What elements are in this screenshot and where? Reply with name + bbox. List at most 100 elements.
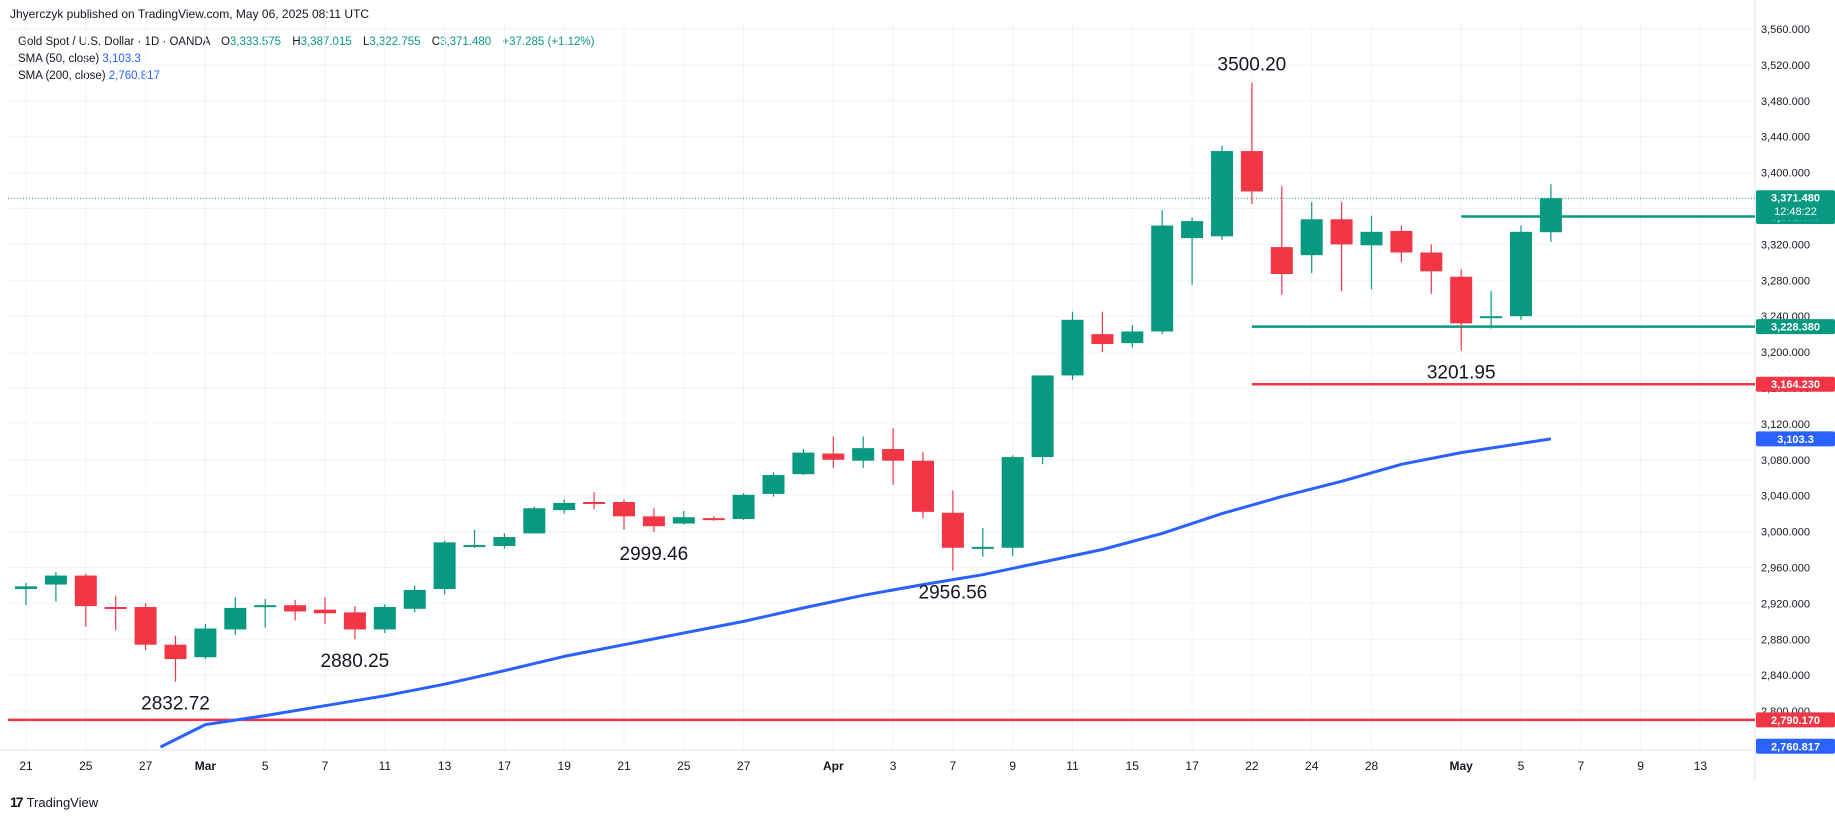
price-axis-tags: 3,351.0803,228.3803,164.2302,790.1703,37…: [1756, 190, 1835, 754]
candle-body: [1539, 198, 1562, 233]
price-tick-label: 3,480.000: [1761, 96, 1810, 108]
candle: [672, 510, 695, 525]
price-tick-label: 3,560.000: [1761, 24, 1810, 36]
candle: [583, 492, 606, 510]
publisher-line: Jhyerczyk published on TradingView.com, …: [10, 7, 370, 21]
price-tag-label: 3,164.230: [1771, 379, 1820, 391]
candle-body: [134, 606, 157, 645]
candle: [1061, 311, 1084, 380]
time-tick-label: 24: [1305, 759, 1319, 773]
time-tick-label: 9: [1009, 759, 1016, 773]
close-value: 3,371.480: [440, 36, 492, 48]
price-tick-label: 2,920.000: [1761, 598, 1810, 610]
candle-body: [1061, 319, 1084, 376]
price-tick-label: 3,400.000: [1761, 168, 1810, 180]
sma50-label[interactable]: SMA (50, close): [18, 53, 100, 65]
candle: [1390, 225, 1413, 263]
price-tick-label: 2,960.000: [1761, 563, 1810, 575]
time-tick-label: 25: [677, 759, 691, 773]
price-tick-label: 3,080.000: [1761, 455, 1810, 467]
candle-body: [642, 516, 665, 527]
time-tick-label: 21: [617, 759, 631, 773]
price-tick-label: 3,440.000: [1761, 132, 1810, 144]
time-tick-label: 13: [1694, 759, 1708, 773]
price-tag-bg: [1756, 738, 1835, 754]
candle-body: [1360, 231, 1383, 246]
candle: [164, 635, 187, 682]
candle-body: [1211, 151, 1233, 237]
time-tick-label: 27: [139, 759, 153, 773]
time-tick-label: 15: [1126, 759, 1140, 773]
price-tag-label: 3,103.3: [1777, 434, 1814, 446]
candle-body: [1330, 219, 1353, 245]
candle: [613, 499, 635, 530]
price-tick-label: 3,280.000: [1761, 275, 1810, 287]
candle: [343, 606, 366, 640]
price-tag: 3,228.380: [1756, 319, 1835, 335]
candle: [1091, 311, 1114, 353]
candle: [1539, 184, 1562, 242]
candle: [702, 516, 725, 521]
candle-body: [1510, 231, 1532, 317]
price-tag-bg: [1756, 431, 1835, 447]
candle: [1270, 186, 1293, 295]
candle: [44, 571, 67, 602]
time-tick-label: 9: [1637, 759, 1644, 773]
candle: [822, 436, 845, 468]
candle: [523, 506, 546, 534]
time-tick-label: 11: [1066, 759, 1079, 773]
candle: [403, 585, 426, 613]
time-tick-label: 3: [890, 759, 897, 773]
candle-body: [74, 575, 97, 607]
price-annotation: 2999.46: [620, 544, 689, 565]
tradingview-brand[interactable]: 17 TradingView: [10, 794, 98, 810]
candle-body: [194, 628, 217, 658]
candle: [433, 540, 456, 595]
candle: [1510, 225, 1532, 320]
chart-legend: Gold Spot / U.S. Dollar · 1D · OANDA O3,…: [18, 34, 595, 85]
candle: [74, 573, 97, 627]
high-label: H: [292, 36, 301, 48]
open-label: O: [220, 36, 230, 48]
price-tag-bg: [1756, 319, 1835, 335]
price-tick-label: 3,320.000: [1761, 239, 1810, 251]
candle: [1001, 455, 1024, 556]
candle-body: [1420, 252, 1443, 272]
time-tick-label: 28: [1365, 759, 1379, 773]
sma200-label[interactable]: SMA (200, close): [18, 70, 106, 82]
price-tick-label: 2,880.000: [1761, 634, 1810, 646]
price-annotation: 2880.25: [321, 651, 390, 672]
open-value: 3,333.575: [229, 36, 282, 48]
candle-body: [1450, 276, 1473, 324]
low-value: 3,322.755: [369, 36, 421, 48]
sma200-legend-row[interactable]: SMA (200, close) 2,760.817: [18, 68, 595, 85]
candle-body: [463, 545, 486, 548]
price-tag: 3,164.230: [1756, 376, 1835, 392]
candle: [373, 604, 396, 634]
price-axis: 3,560.000 3,520.000 3,480.000 3,440.000 3,40…: [1761, 24, 1810, 718]
price-annotation: 2832.72: [141, 694, 210, 715]
time-axis: 21 25 27 Mar 5 7 11 13 17 19 21 25 27 Apr 3 7 9 11 15 17 22 2…: [19, 759, 1707, 773]
symbol-legend-row[interactable]: Gold Spot / U.S. Dollar · 1D · OANDA O3,…: [18, 34, 595, 51]
symbol-name[interactable]: Gold Spot / U.S. Dollar · 1D · OANDA: [18, 36, 210, 48]
price-tick-label: 3,040.000: [1761, 491, 1810, 503]
candle-body: [1151, 225, 1174, 332]
candle: [1360, 215, 1383, 290]
sma50-legend-row[interactable]: SMA (50, close) 3,103.3: [18, 51, 595, 68]
candle-body: [1121, 331, 1144, 344]
candle: [1211, 145, 1233, 240]
candle-body: [1091, 334, 1114, 345]
candle-body: [941, 512, 964, 548]
candle-body: [164, 644, 187, 660]
candle: [1480, 291, 1503, 329]
candle: [732, 493, 755, 520]
candle-body: [1300, 219, 1323, 256]
candle: [463, 529, 486, 548]
candle-body: [493, 536, 516, 546]
candle-body: [44, 575, 67, 585]
candle-body: [403, 589, 426, 609]
time-tick-label: 7: [1577, 759, 1584, 773]
candle-body: [553, 502, 576, 511]
candle: [1300, 202, 1323, 274]
